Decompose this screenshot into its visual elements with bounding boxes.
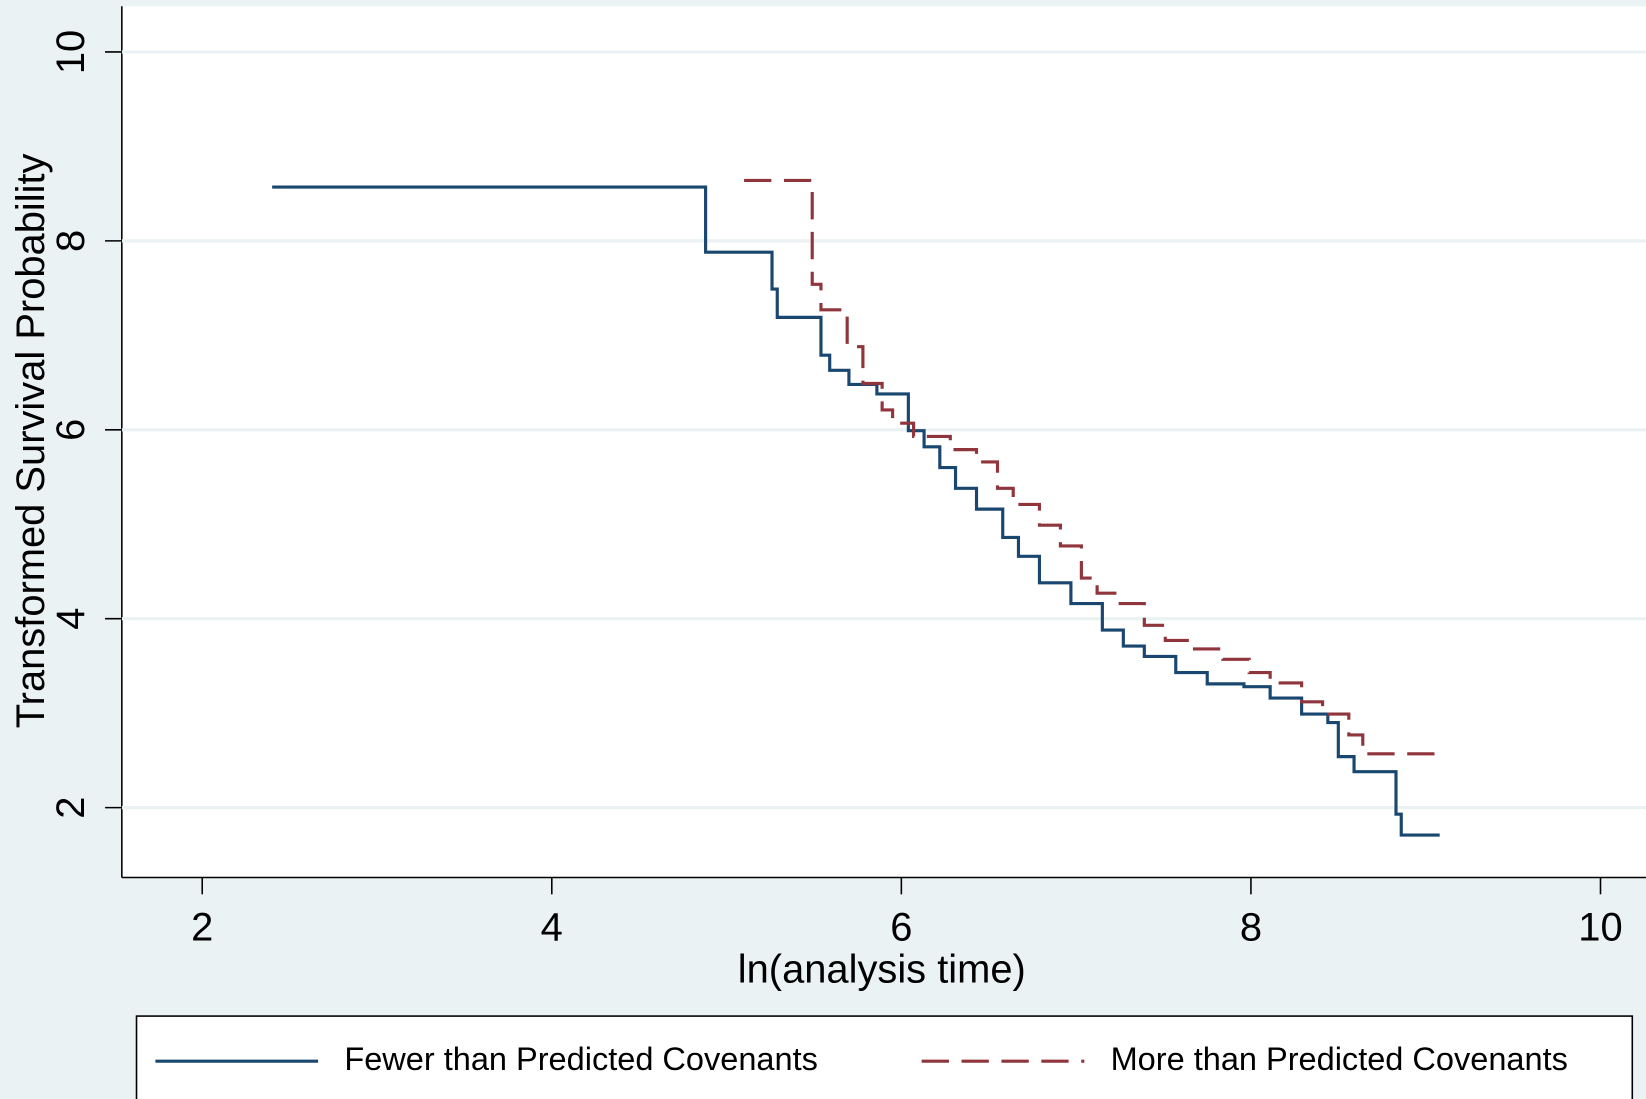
y-tick-label: 4	[49, 608, 93, 630]
x-tick-label: 8	[1240, 906, 1262, 950]
y-tick-label: 6	[49, 419, 93, 441]
x-tick-label: 10	[1578, 906, 1622, 950]
y-tick-label: 2	[49, 797, 93, 819]
legend-label: More than Predicted Covenants	[1111, 1041, 1568, 1077]
plot-area	[121, 6, 1646, 878]
legend-label: Fewer than Predicted Covenants	[344, 1041, 818, 1077]
x-tick-label: 4	[541, 906, 563, 950]
y-tick-label: 8	[49, 230, 93, 252]
x-tick-label: 6	[890, 906, 912, 950]
legend	[135, 1015, 1634, 1099]
y-tick-label: 10	[49, 30, 93, 74]
y-axis-title: Transformed Survival Probability	[9, 153, 53, 728]
x-tick-label: 2	[191, 906, 213, 950]
series-line	[744, 178, 1440, 756]
x-axis-title: ln(analysis time)	[738, 948, 1026, 992]
